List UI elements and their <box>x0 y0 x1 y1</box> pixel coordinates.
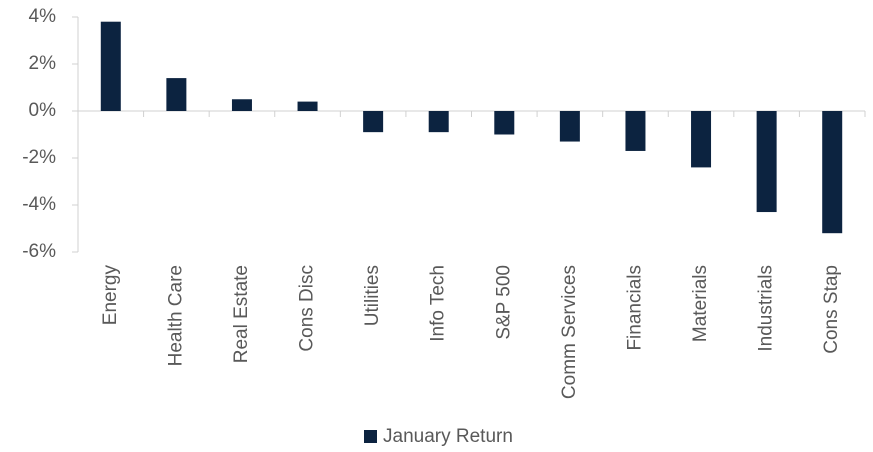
bar <box>625 111 646 151</box>
y-tick-label: -4% <box>22 194 56 215</box>
x-tick-label: Real Estate <box>231 265 252 363</box>
bar <box>756 111 777 213</box>
bar <box>231 99 252 111</box>
legend-label: January Return <box>383 426 513 447</box>
bar <box>559 111 580 142</box>
bar <box>494 111 515 135</box>
y-tick-label: 4% <box>29 6 57 27</box>
y-tick-label: 2% <box>29 53 57 74</box>
bar <box>363 111 384 133</box>
x-tick-label: Health Care <box>165 265 186 366</box>
x-tick-label: Comm Services <box>559 265 580 399</box>
y-tick-label: -2% <box>22 147 56 168</box>
x-tick-label: Materials <box>690 265 711 342</box>
y-tick-label: -6% <box>22 241 56 262</box>
bar <box>297 101 318 111</box>
bar <box>691 111 712 168</box>
bar <box>428 111 449 133</box>
x-tick-label: Cons Disc <box>297 265 318 352</box>
legend-swatch <box>364 430 377 443</box>
x-tick-label: Utilities <box>362 265 383 326</box>
y-tick-label: 0% <box>29 100 57 121</box>
bar <box>166 78 187 111</box>
x-tick-label: Cons Stap <box>821 265 842 354</box>
x-tick-label: Energy <box>100 265 121 326</box>
x-tick-label: Industrials <box>756 265 777 352</box>
x-tick-label: S&P 500 <box>493 265 514 340</box>
x-tick-label: Info Tech <box>428 265 449 342</box>
bar <box>822 111 843 234</box>
bar <box>100 21 121 112</box>
x-tick-label: Financials <box>624 265 645 351</box>
